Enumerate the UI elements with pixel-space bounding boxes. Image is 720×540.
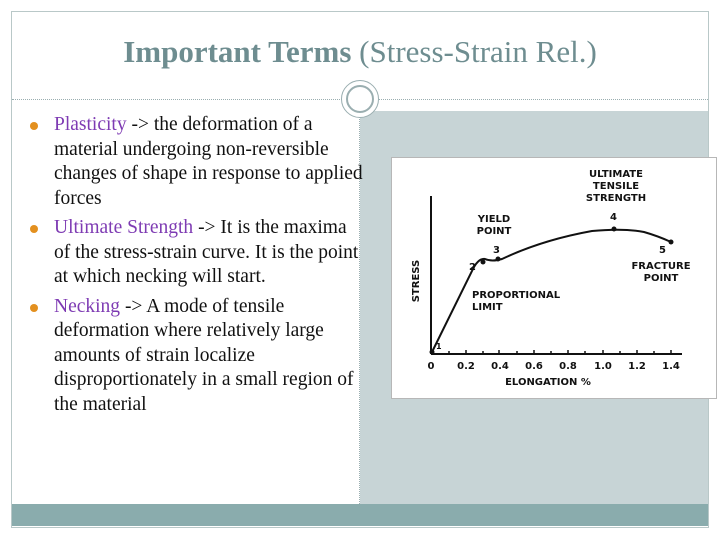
x-tick-label: 1.4 <box>662 361 680 372</box>
x-tick-label: 0.8 <box>559 361 577 372</box>
point-label-4: 4 <box>610 212 617 223</box>
x-tick-label: 1.0 <box>594 361 612 372</box>
yield-label-line2: POINT <box>477 226 512 237</box>
text-panel <box>12 111 360 504</box>
stress-strain-figure: 1 2 3 4 5 STRESS 0 0.2 0.4 0.6 0.8 1.0 1… <box>391 157 717 399</box>
point-label-5: 5 <box>659 245 666 256</box>
x-tick-label: 0.4 <box>491 361 509 372</box>
uts-label-line3: STRENGTH <box>586 193 646 204</box>
point-label-1: 1 <box>436 342 442 351</box>
bullet-text: -> the deformation of a material undergo… <box>54 114 363 209</box>
proportional-limit-label-line1: PROPORTIONAL <box>472 290 561 301</box>
curve-point-1 <box>429 349 435 355</box>
footer-bar <box>12 504 708 526</box>
fracture-label-line2: POINT <box>644 273 679 284</box>
bullet-term: Ultimate Strength <box>54 217 194 238</box>
bullet-dot-icon <box>30 122 38 130</box>
curve-point-3 <box>495 256 501 262</box>
bullet-item-necking: Necking -> A mode of tensile deformation… <box>30 295 365 418</box>
uts-label-line2: TENSILE <box>593 181 639 192</box>
stress-strain-curve <box>431 228 672 353</box>
bullet-term: Plasticity <box>54 114 127 135</box>
title-rest-text: (Stress-Strain Rel.) <box>351 34 597 69</box>
x-tick-label: 1.2 <box>628 361 646 372</box>
curve-point-5 <box>668 239 674 245</box>
bullet-item-ultimate-strength: Ultimate Strength -> It is the maxima of… <box>30 216 365 290</box>
yield-label-line1: YIELD <box>477 214 510 225</box>
bullet-item-plasticity: Plasticity -> the deformation of a mater… <box>30 113 365 211</box>
bullet-text: -> It is the maxima of the stress-strain… <box>54 217 359 287</box>
x-tick-label: 0.6 <box>525 361 543 372</box>
circle-ornament <box>341 80 379 118</box>
proportional-limit-label-line2: LIMIT <box>472 302 503 313</box>
bullet-term: Necking <box>54 295 121 317</box>
x-tick-marks <box>448 350 672 354</box>
x-tick-label: 0.2 <box>457 361 475 372</box>
slide-title: Important Terms (Stress-Strain Rel.) <box>12 34 708 70</box>
y-axis-label: STRESS <box>411 260 422 303</box>
point-label-3: 3 <box>493 245 500 256</box>
x-tick-label: 0 <box>428 361 435 372</box>
bullet-text: -> A mode of tensile deformation where r… <box>54 295 354 415</box>
stress-strain-diagram: 1 2 3 4 5 STRESS 0 0.2 0.4 0.6 0.8 1.0 1… <box>411 169 691 388</box>
fracture-label-line1: FRACTURE <box>631 261 690 272</box>
bullet-list: Plasticity -> the deformation of a mater… <box>30 113 365 422</box>
uts-label-line1: ULTIMATE <box>589 169 643 180</box>
bullet-dot-icon <box>30 303 38 312</box>
curve-point-4 <box>611 226 617 232</box>
bullet-dot-icon <box>30 225 38 233</box>
title-bold-text: Important Terms <box>123 34 352 69</box>
point-label-2: 2 <box>469 262 476 273</box>
x-axis-label: ELONGATION % <box>505 377 591 388</box>
curve-point-2 <box>480 259 486 265</box>
